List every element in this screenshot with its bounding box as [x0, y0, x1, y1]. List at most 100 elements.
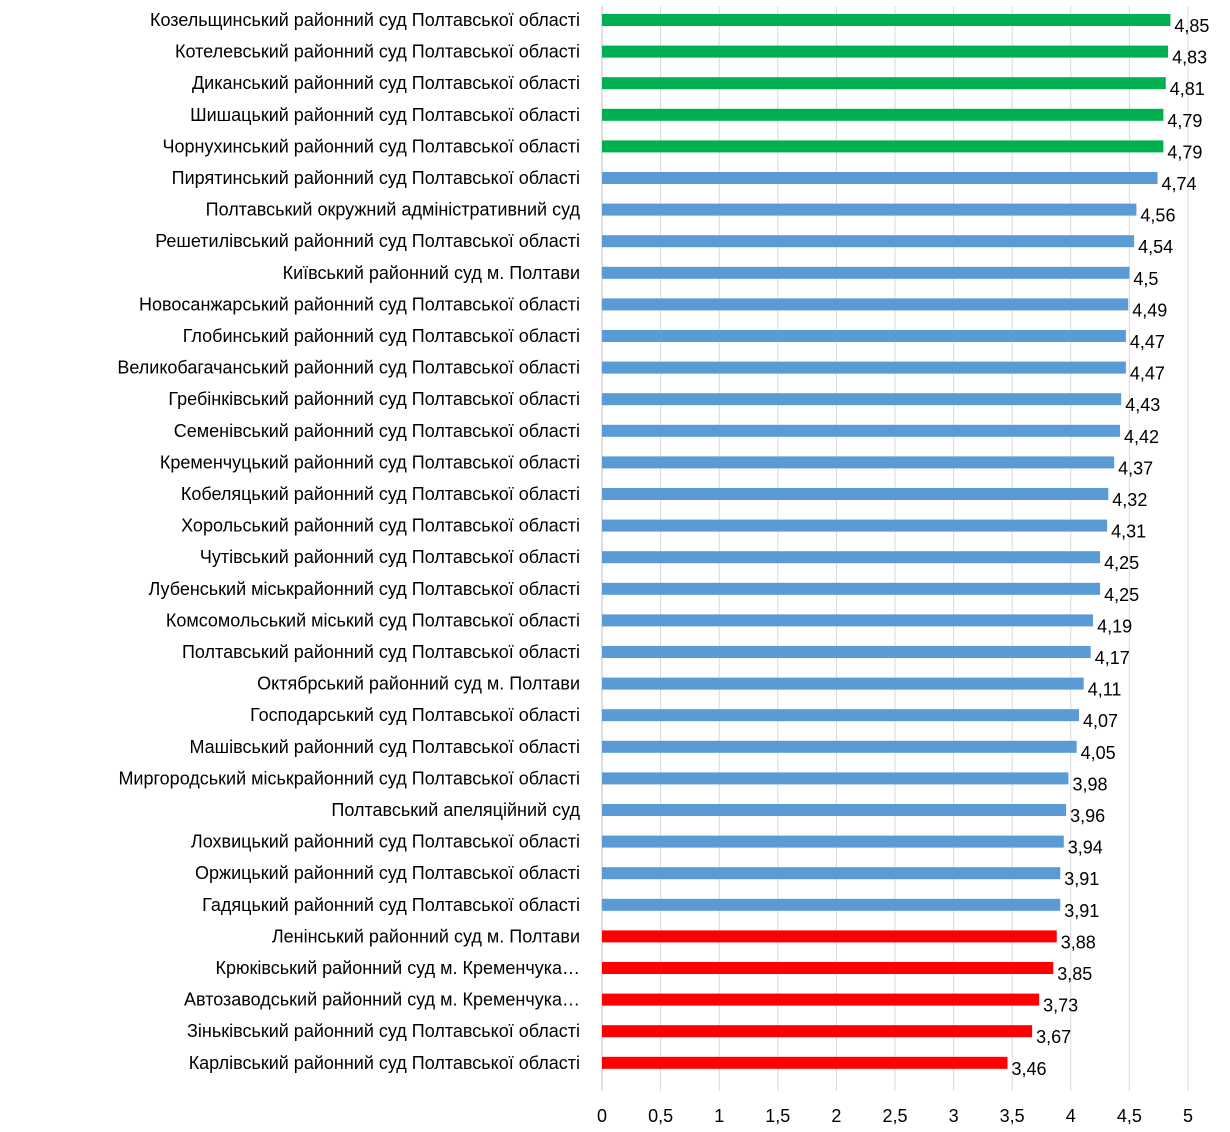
category-label: Семенівський районний суд Полтавської об… — [174, 421, 580, 441]
category-label: Кременчуцький районний суд Полтавської о… — [160, 452, 580, 472]
bar — [602, 14, 1171, 26]
category-label: Октябрський районний суд м. Полтави — [257, 674, 580, 694]
x-tick-label: 3,5 — [1000, 1106, 1025, 1126]
x-tick-label: 0,5 — [648, 1106, 673, 1126]
data-label: 4,49 — [1132, 300, 1167, 320]
bar — [602, 867, 1061, 880]
data-label: 4,42 — [1124, 427, 1159, 447]
data-label: 4,74 — [1162, 174, 1197, 194]
data-label: 4,81 — [1170, 79, 1205, 99]
bar — [602, 424, 1121, 437]
data-label: 4,43 — [1125, 395, 1160, 415]
category-label: Полтавський районний суд Полтавської обл… — [182, 642, 580, 662]
category-label: Полтавський апеляційний суд — [331, 800, 580, 820]
bar — [602, 140, 1164, 153]
x-tick-label: 2,5 — [882, 1106, 907, 1126]
category-label: Гребінківський районний суд Полтавської … — [168, 389, 580, 409]
data-label: 4,85 — [1174, 16, 1209, 36]
bar — [602, 330, 1126, 342]
bar — [602, 108, 1164, 121]
category-label: Новосанжарський районний суд Полтавської… — [139, 294, 580, 314]
data-label: 4,83 — [1172, 48, 1207, 68]
data-label: 4,32 — [1112, 490, 1147, 510]
data-label: 3,94 — [1068, 838, 1103, 858]
data-label: 3,88 — [1061, 932, 1096, 952]
gridlines — [601, 6, 1189, 1091]
data-label: 3,67 — [1036, 1027, 1071, 1047]
category-label: Глобинський районний суд Полтавської обл… — [183, 326, 580, 346]
data-label: 3,96 — [1070, 806, 1105, 826]
data-label: 4,47 — [1130, 364, 1165, 384]
category-label: Великобагачанський районний суд Полтавсь… — [117, 358, 580, 378]
category-label: Решетилівський районний суд Полтавської … — [155, 231, 580, 251]
bar — [602, 393, 1122, 406]
data-labels: 4,85 4,83 4,81 4,79 4,79 4,74 4,56 4,54 4,5 4,49 4… — [1012, 16, 1210, 1079]
data-label: 4,25 — [1104, 585, 1139, 605]
data-label: 4,47 — [1130, 332, 1165, 352]
category-label: Чорнухинський районний суд Полтавської о… — [162, 136, 580, 156]
bar — [602, 298, 1129, 311]
bar — [602, 488, 1109, 500]
bar — [602, 1056, 1008, 1069]
x-tick-label: 0 — [597, 1106, 607, 1126]
x-tick-label: 2 — [831, 1106, 841, 1126]
category-label: Полтавський окружний адміністративний су… — [206, 200, 581, 220]
x-tick-label: 4 — [1066, 1106, 1076, 1126]
category-label: Карлівський районний суд Полтавської обл… — [189, 1053, 580, 1073]
bar — [602, 45, 1169, 58]
data-label: 4,56 — [1140, 206, 1175, 226]
bar — [602, 203, 1137, 216]
category-label: Хорольський районний суд Полтавської обл… — [181, 516, 580, 536]
category-label: Крюківський районний суд м. Кременчука… — [216, 958, 580, 978]
bar — [602, 772, 1069, 785]
x-tick-label: 1,5 — [765, 1106, 790, 1126]
category-label: Господарський суд Полтавської області — [250, 705, 580, 725]
data-label: 3,73 — [1043, 996, 1078, 1016]
bar — [602, 740, 1077, 753]
data-label: 4,05 — [1081, 743, 1116, 763]
data-label: 3,91 — [1064, 901, 1099, 921]
category-label: Козельщинський районний суд Полтавської … — [150, 10, 580, 30]
category-label: Лубенський міськрайонний суд Полтавської… — [149, 579, 580, 599]
bar — [602, 930, 1057, 943]
bar — [602, 646, 1091, 658]
data-label: 4,11 — [1088, 680, 1122, 700]
bar — [602, 172, 1158, 184]
category-label: Оржицький районний суд Полтавської облас… — [195, 863, 580, 883]
bar — [602, 835, 1064, 848]
category-label: Автозаводський районний суд м. Кременчук… — [184, 990, 580, 1010]
data-label: 4,07 — [1083, 711, 1118, 731]
category-label: Шишацький районний суд Полтавської облас… — [190, 105, 580, 125]
data-label: 4,19 — [1097, 616, 1132, 636]
x-tick-label: 3 — [949, 1106, 959, 1126]
data-label: 4,5 — [1133, 269, 1158, 289]
bar — [602, 804, 1067, 816]
bar — [602, 993, 1040, 1006]
category-label: Кобеляцький районний суд Полтавської обл… — [181, 484, 580, 504]
category-label: Диканський районний суд Полтавської обла… — [192, 73, 580, 93]
data-label: 4,54 — [1138, 237, 1173, 257]
category-label: Комсомольський міський суд Полтавської о… — [166, 610, 580, 630]
bar — [602, 456, 1115, 469]
data-label: 4,25 — [1104, 553, 1139, 573]
x-axis-tick-labels: 0 0,5 1 1,5 2 2,5 3 3,5 4 4,5 5 — [597, 1106, 1193, 1126]
category-label: Київський районний суд м. Полтави — [283, 263, 580, 283]
category-label: Машівський районний суд Полтавської обла… — [189, 737, 580, 757]
data-label: 4,79 — [1167, 111, 1202, 131]
bar — [602, 551, 1101, 564]
bar — [602, 77, 1166, 90]
bar — [602, 1025, 1033, 1038]
bar — [602, 582, 1101, 595]
bar — [602, 266, 1130, 279]
bar — [602, 898, 1061, 911]
bar — [602, 361, 1126, 374]
bar — [602, 962, 1054, 974]
bar — [602, 519, 1108, 532]
category-label: Ленінський районний суд м. Полтави — [272, 926, 580, 946]
category-label: Зіньківський районний суд Полтавської об… — [187, 1021, 580, 1041]
category-label: Пирятинський районний суд Полтавської об… — [172, 168, 580, 188]
category-label: Котелевський районний суд Полтавської об… — [175, 42, 580, 62]
x-tick-label: 1 — [714, 1106, 724, 1126]
category-labels: Козельщинський районний суд Полтавської … — [117, 10, 580, 1073]
bar — [602, 235, 1135, 248]
